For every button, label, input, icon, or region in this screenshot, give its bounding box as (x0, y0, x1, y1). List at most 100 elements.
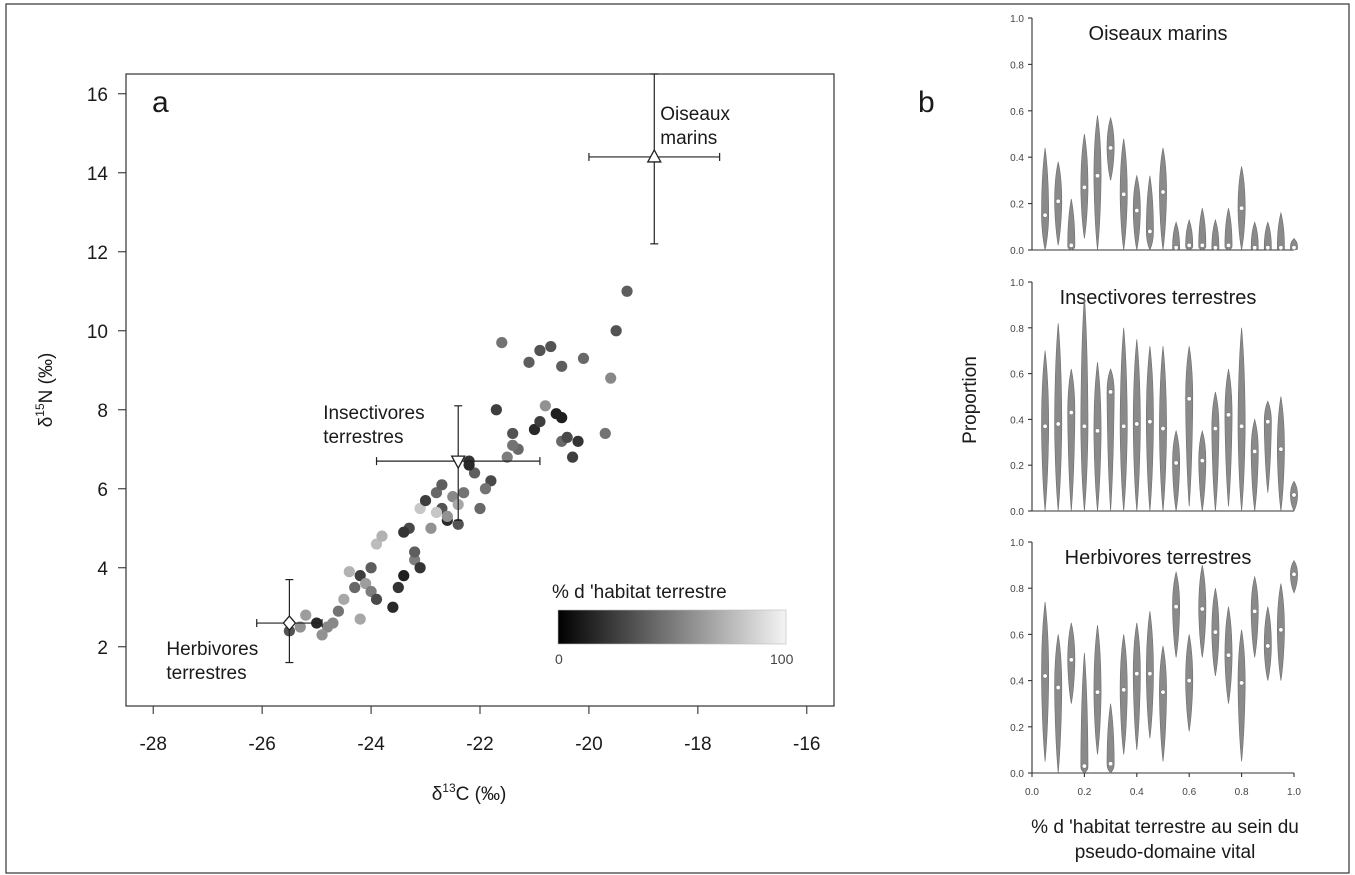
source-marker-diamond (282, 615, 297, 632)
scatter-point (523, 356, 535, 368)
scatter-point (430, 506, 443, 519)
scatter-point (490, 404, 502, 416)
violin-median (1291, 245, 1297, 251)
violin-body (1250, 418, 1259, 512)
violin-body (1132, 622, 1141, 750)
y-tick-label: 10 (87, 322, 108, 343)
scatter-point (599, 427, 611, 440)
y-tick-label: 16 (87, 85, 108, 106)
violin-body (1224, 368, 1233, 507)
violin-median (1095, 173, 1100, 179)
violin-body (1041, 350, 1050, 512)
violin-body (1067, 622, 1076, 704)
scatter-point (452, 518, 464, 530)
violin-median (1108, 761, 1114, 767)
violin-median (1055, 685, 1061, 690)
source-label: Insectivores (323, 403, 424, 424)
violin-median (1186, 678, 1192, 684)
violin-median (1278, 245, 1284, 251)
y-tick-label-b: 0.0 (1010, 769, 1024, 780)
violin-body (1198, 429, 1207, 512)
x-axis-label-b-line1: % d 'habitat terrestre au sein du (1031, 817, 1299, 838)
violin-median (1199, 242, 1205, 248)
violin-body (1211, 391, 1220, 512)
y-tick-label-b: 0.8 (1010, 60, 1024, 71)
x-tick-label-b: 0.2 (1077, 787, 1091, 798)
y-tick-label-b: 0.6 (1010, 107, 1024, 118)
violin-body (1041, 602, 1050, 762)
violin-body (1172, 570, 1181, 658)
violin-median (1226, 652, 1231, 658)
scatter-point (485, 475, 497, 487)
scatter-point (534, 416, 546, 428)
scatter-point (447, 491, 459, 503)
scatter-point (507, 439, 519, 451)
panel-a: a -28 -26 -24 -22 -20 -18 -16 2 4 6 8 10 12 14 16 δ13… (33, 73, 835, 805)
scatter-point (332, 605, 344, 617)
scatter-point (539, 400, 551, 412)
violin-median (1160, 689, 1166, 695)
scatter-point (343, 566, 355, 578)
violin-median (1068, 410, 1074, 415)
violin-median (1186, 242, 1192, 248)
scatter-point (577, 352, 590, 364)
scatter-point (458, 487, 470, 499)
violin-body (1093, 362, 1102, 512)
scatter-point (316, 629, 328, 641)
y-tick-label: 14 (87, 164, 109, 185)
scatter-point (468, 467, 481, 479)
violin-body (1276, 211, 1285, 251)
violin-body (1237, 327, 1246, 512)
outer-frame (5, 3, 1350, 874)
x-tick-label: -28 (139, 734, 166, 755)
violin-body (1224, 208, 1233, 251)
source-2: Herbivores terrestres (166, 578, 323, 684)
y-tick-label: 12 (87, 243, 108, 264)
violin-median (1212, 629, 1218, 635)
scatter-point (370, 593, 383, 605)
violin-panel-2: 0.0 0.2 0.4 0.6 0.8 1.0 Herbivores terrestres 0… (1010, 538, 1301, 798)
scatter-point (409, 546, 421, 558)
violin-median (1108, 145, 1114, 151)
scatter-point (545, 340, 557, 353)
violin-median (1147, 419, 1153, 425)
colorbar-max-label: 100 (770, 651, 794, 667)
violin-median (1042, 423, 1048, 429)
scatter-point (463, 459, 475, 471)
violin-median (1134, 421, 1140, 427)
violin-median (1173, 604, 1179, 610)
violin-median (1291, 571, 1297, 577)
y-tick-label-b: 0.4 (1010, 153, 1024, 164)
violin-median (1108, 389, 1114, 395)
violin-median (1212, 426, 1218, 432)
source-markers: OiseauxmarinsInsectivoresterrestresHerbi… (166, 73, 730, 684)
x-tick-label: -20 (575, 734, 602, 755)
source-label: marins (660, 128, 717, 149)
source-1: Insectivores terrestres (323, 403, 541, 521)
scatter-point (360, 577, 372, 590)
violin-median (1095, 428, 1100, 434)
scatter-point (436, 479, 448, 491)
scatter-point (572, 435, 584, 447)
x-tick-label: -22 (466, 734, 493, 755)
violin-body (1185, 346, 1194, 507)
violin-median (1239, 423, 1245, 429)
violin-median (1291, 492, 1297, 498)
x-tick-label: -16 (793, 734, 820, 755)
scatter-point (496, 337, 508, 349)
y-tick-label-b: 0.0 (1010, 246, 1024, 257)
scatter-point (605, 372, 617, 384)
scatter-point (349, 581, 361, 594)
x-axis-label-b-line2: pseudo-domaine vital (1075, 842, 1256, 863)
violin-median (1239, 680, 1245, 686)
scatter-point (294, 621, 306, 633)
scatter-point (414, 562, 426, 574)
violin-median (1252, 608, 1258, 614)
colorbar: % d 'habitat terrestre 0 100 (552, 582, 794, 667)
scatter-point (566, 451, 579, 463)
scatter-point (392, 581, 404, 594)
violin-body (1145, 175, 1154, 251)
violin-body (1198, 208, 1207, 251)
violin-body (1080, 652, 1089, 774)
y-axis-a: 2 4 6 8 10 12 14 16 (87, 85, 126, 659)
